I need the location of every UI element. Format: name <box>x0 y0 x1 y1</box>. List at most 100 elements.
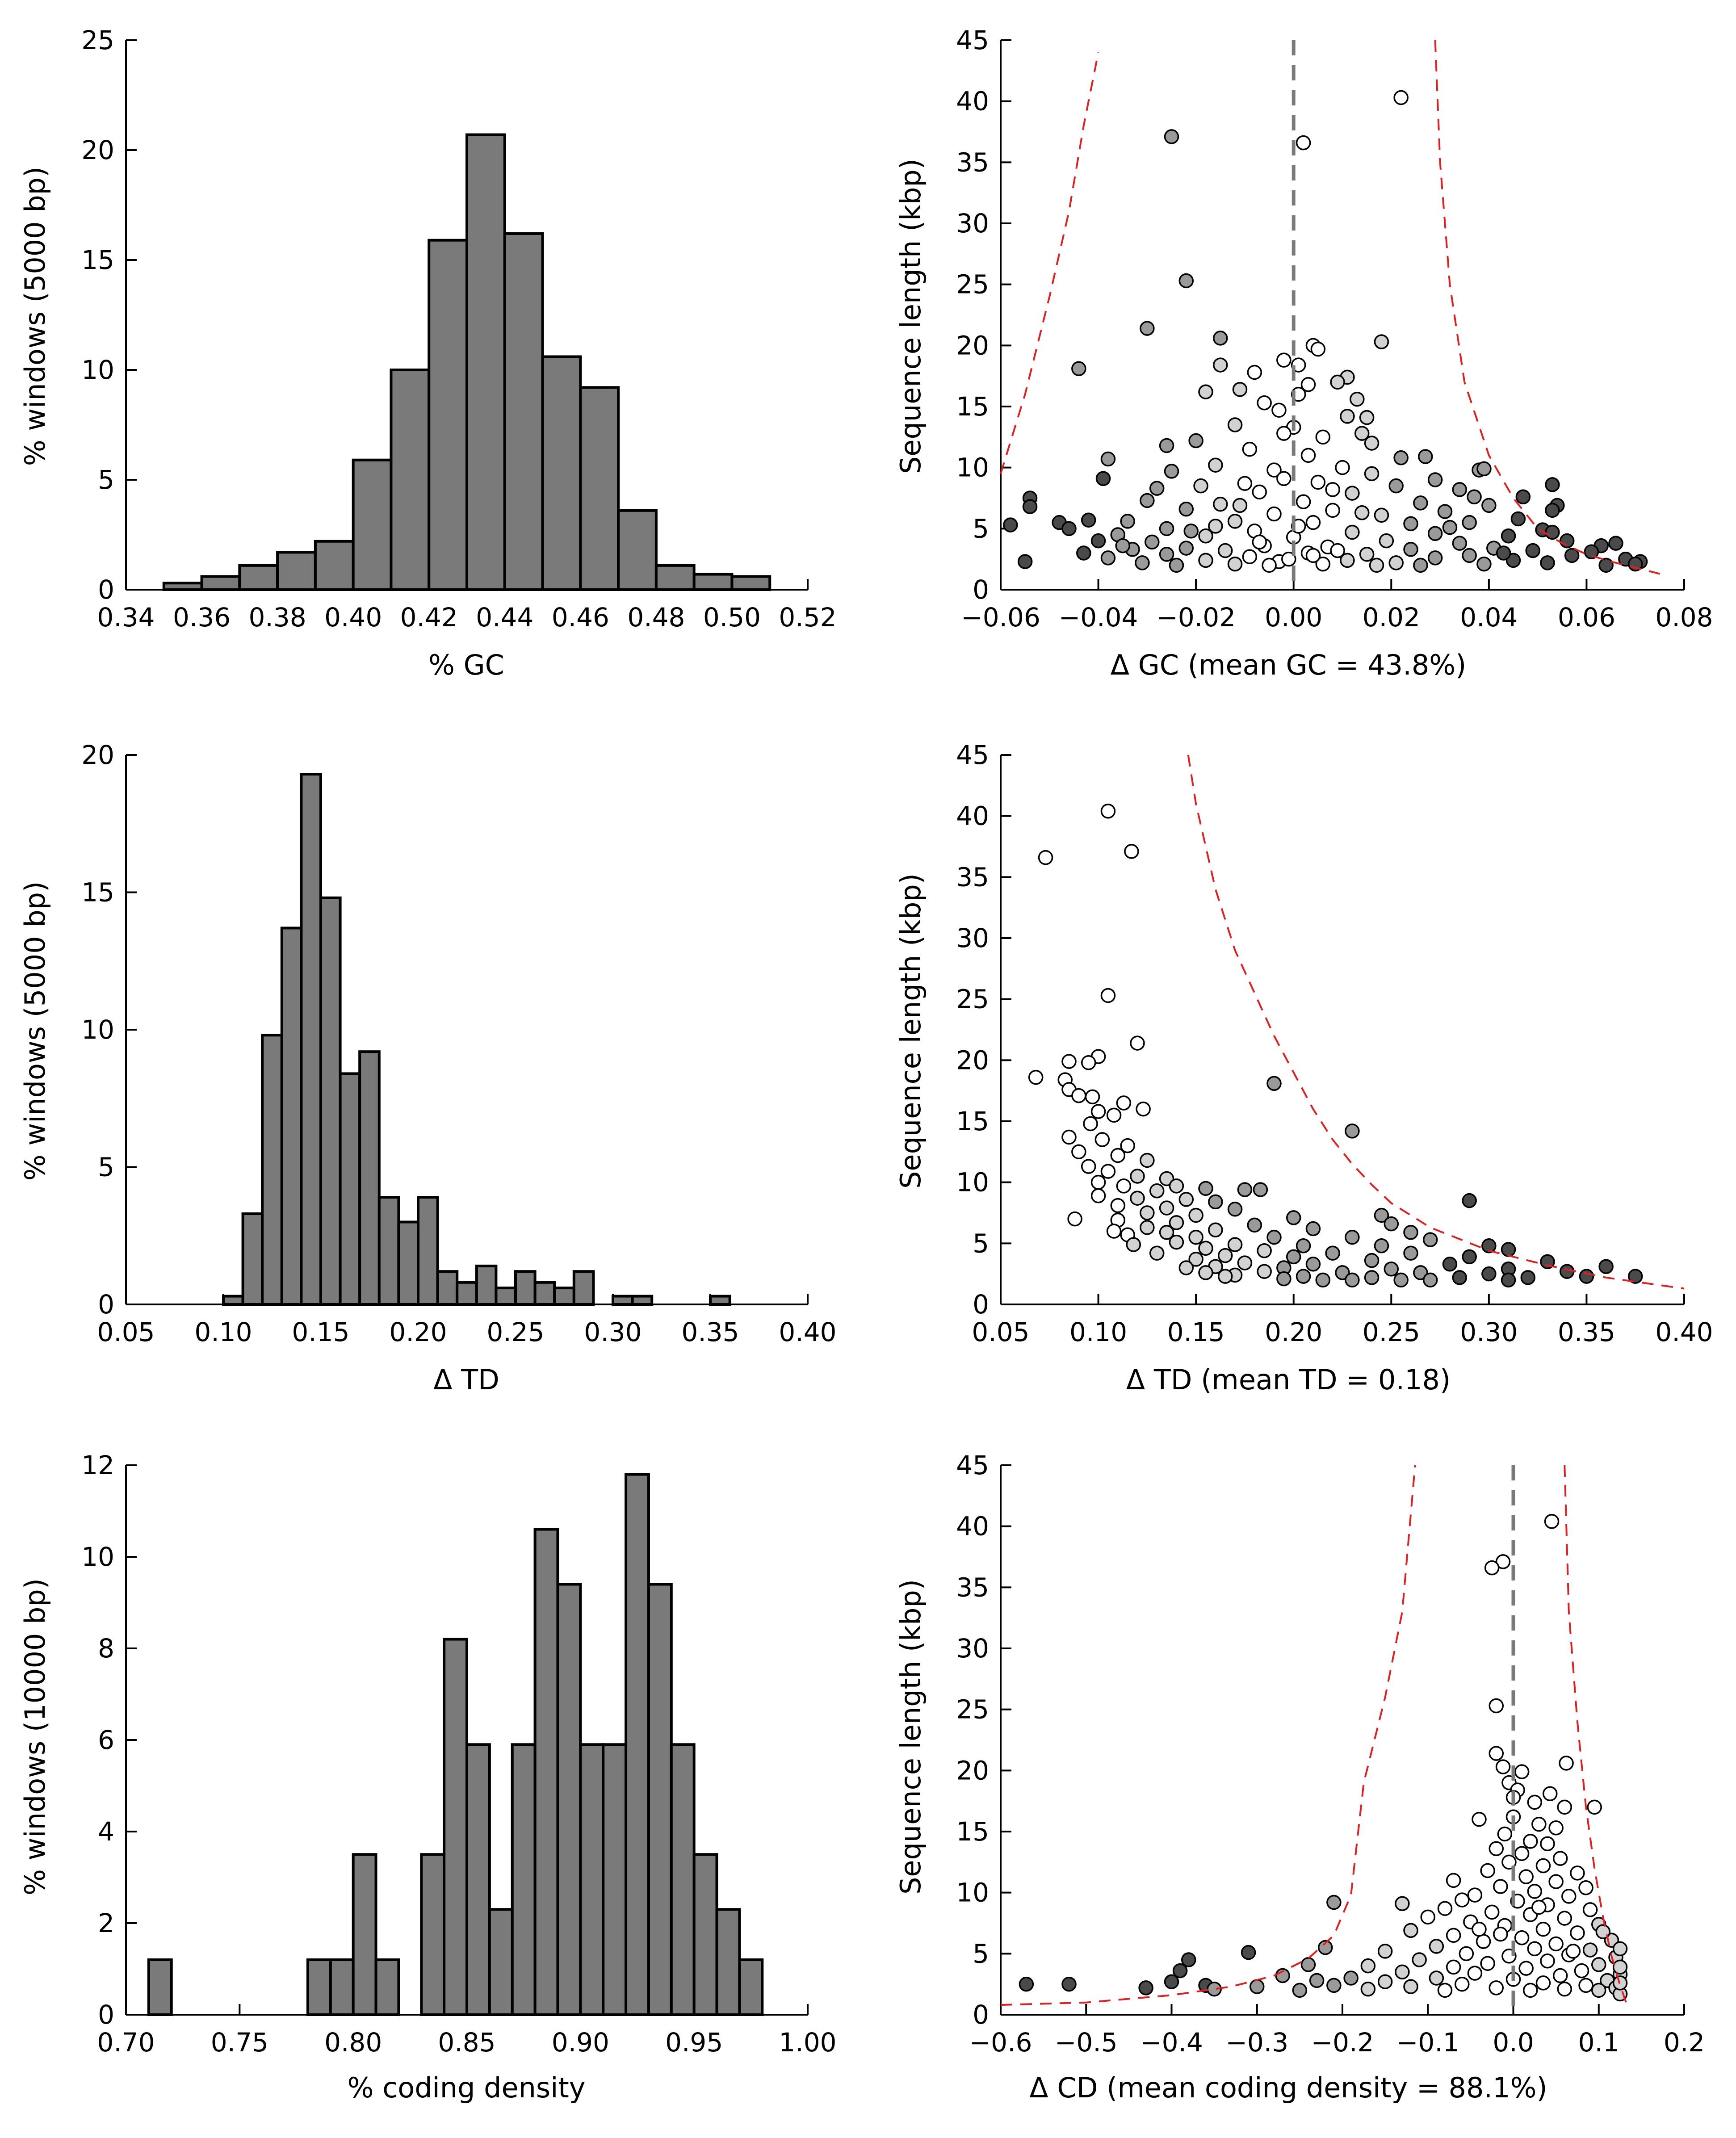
td-scatter-xlabel: Δ TD (mean TD = 0.18) <box>1126 1363 1451 1396</box>
scatter-point <box>1183 524 1199 539</box>
scatter-point <box>1138 1980 1153 1995</box>
scatter-point <box>1612 1941 1628 1957</box>
scatter-point <box>1403 1245 1418 1261</box>
x-tick-label: 0.40 <box>1655 1317 1713 1347</box>
scatter-point <box>1242 549 1258 564</box>
histogram-bar <box>631 1295 654 1306</box>
y-tick-label: 0 <box>98 574 114 605</box>
scatter-point <box>1207 1981 1222 1997</box>
histogram-bar <box>352 458 393 591</box>
scatter-point <box>1178 273 1194 289</box>
gc-histogram-xlabel: % GC <box>428 649 504 681</box>
histogram-bar <box>692 1853 718 2016</box>
histogram-bar <box>541 355 582 591</box>
scatter-point <box>1232 498 1248 513</box>
scatter-point <box>1578 1880 1593 1895</box>
scatter-point <box>1296 1238 1311 1253</box>
x-tick-label: 0.44 <box>476 602 533 633</box>
scatter-point <box>1587 1799 1602 1815</box>
scatter-point <box>1403 1979 1418 1994</box>
y-tick-label: 8 <box>98 1633 114 1664</box>
scatter-point <box>1208 1222 1223 1238</box>
scatter-point <box>1188 433 1203 449</box>
y-tick-label: 25 <box>956 1694 989 1725</box>
scatter-point <box>1452 536 1468 551</box>
x-tick-label: −0.3 <box>1225 2027 1288 2058</box>
scatter-point <box>1437 1901 1453 1916</box>
scatter-point <box>1100 1164 1116 1179</box>
scatter-point <box>1420 1909 1435 1925</box>
y-tick-label: 15 <box>956 1816 989 1847</box>
x-tick-label: 0.1 <box>1578 2027 1619 2058</box>
histogram-bar <box>488 1908 514 2016</box>
scatter-point <box>1514 1764 1530 1779</box>
scatter-point <box>1525 543 1540 558</box>
histogram-bar <box>390 369 431 591</box>
scatter-point <box>1130 1035 1145 1051</box>
scatter-point <box>1335 1265 1350 1280</box>
y-tick-label: 5 <box>98 465 114 495</box>
scatter-point <box>1094 1132 1110 1147</box>
histogram-bar <box>428 239 469 591</box>
scatter-point <box>1135 555 1150 570</box>
scatter-point <box>1540 1254 1555 1270</box>
scatter-point <box>1354 505 1370 520</box>
scatter-point <box>1325 503 1340 518</box>
scatter-point <box>1627 1269 1643 1284</box>
y-tick-label: 40 <box>956 1511 989 1542</box>
scatter-point <box>1071 361 1086 377</box>
panel-cd-histogram: 0.70 0.75 0.80 0.85 0.90 0.95 1.00 0 2 4 6 8 10 12 % … <box>19 1450 837 2104</box>
scatter-point <box>1286 1210 1301 1225</box>
scatter-point <box>1359 410 1375 425</box>
scatter-point <box>1178 1260 1194 1275</box>
scatter-point <box>1393 90 1409 105</box>
scatter-point <box>1579 1269 1594 1284</box>
scatter-point <box>1198 384 1213 399</box>
y-tick-label: 25 <box>956 984 989 1015</box>
scatter-point <box>1413 1265 1428 1280</box>
scatter-point <box>1237 476 1253 491</box>
x-tick-label: 0.10 <box>1069 1317 1127 1347</box>
scatter-point <box>1489 1841 1504 1857</box>
scatter-point <box>1518 1961 1534 1976</box>
histogram-bar <box>222 1295 244 1306</box>
scatter-point <box>1325 482 1340 497</box>
scatter-point <box>1377 1974 1393 1989</box>
y-tick-label: 10 <box>81 1542 114 1572</box>
scatter-point <box>1612 1959 1628 1975</box>
x-tick-label: −0.1 <box>1396 2027 1459 2058</box>
scatter-point <box>1540 555 1555 570</box>
histogram-bar <box>397 1220 420 1306</box>
y-tick-label: 0 <box>973 574 989 605</box>
y-tick-label: 15 <box>81 877 114 908</box>
histogram-bar <box>352 1853 377 2016</box>
scatter-point <box>1178 501 1194 517</box>
td-scatter-ylabel: Sequence length (kbp) <box>894 873 927 1189</box>
histogram-bar <box>314 540 355 591</box>
scatter-point <box>1095 471 1111 486</box>
scatter-point <box>1557 1981 1572 1997</box>
y-tick-label: 15 <box>956 391 989 422</box>
scatter-point <box>1413 558 1428 573</box>
scatter-point <box>1557 1799 1572 1815</box>
scatter-point <box>1281 551 1296 567</box>
scatter-point <box>1446 1873 1461 1888</box>
scatter-point <box>1071 1144 1086 1160</box>
histogram-bar <box>417 1196 439 1306</box>
gc-scatter-xlabel: Δ GC (mean GC = 43.8%) <box>1111 649 1467 681</box>
scatter-point <box>1484 1904 1500 1920</box>
scatter-point <box>1090 1174 1106 1190</box>
y-tick-label: 12 <box>81 1450 114 1480</box>
x-tick-label: 0.35 <box>1558 1317 1615 1347</box>
scatter-point <box>1476 556 1492 572</box>
scatter-point <box>1574 1963 1589 1979</box>
histogram-bar <box>420 1853 446 2016</box>
scatter-point <box>1455 1976 1470 1992</box>
scatter-point <box>1159 1224 1174 1240</box>
scatter-point <box>1497 1826 1513 1842</box>
scatter-point <box>1437 1983 1453 1998</box>
scatter-point <box>1364 466 1380 482</box>
scatter-point <box>1514 1846 1530 1861</box>
scatter-point <box>1090 1188 1106 1203</box>
scatter-point <box>1310 474 1326 490</box>
